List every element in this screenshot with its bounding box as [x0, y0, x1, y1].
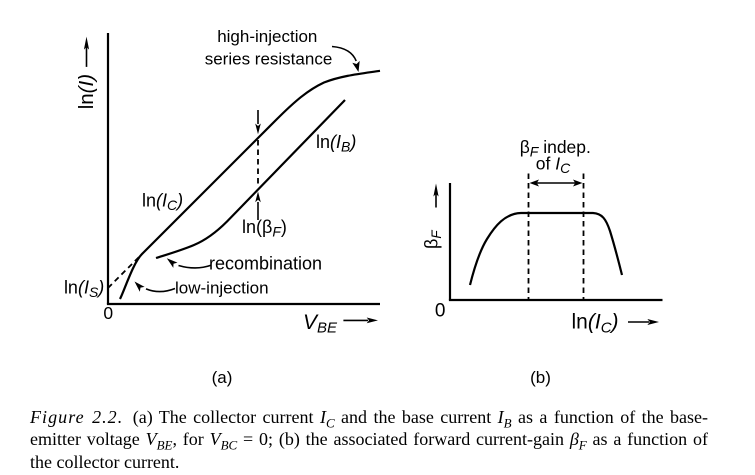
svg-text:(a): (a)	[212, 368, 233, 387]
svg-text:ln(I): ln(I)	[75, 74, 98, 109]
svg-text:βF: βF	[422, 230, 445, 249]
svg-text:ln(IS): ln(IS)	[64, 278, 104, 301]
svg-text:(b): (b)	[530, 368, 551, 387]
svg-text:ln(βF): ln(βF)	[242, 217, 287, 240]
svg-text:recombination: recombination	[209, 254, 322, 274]
svg-text:VBE: VBE	[303, 311, 338, 337]
svg-text:ln(IB): ln(IB)	[316, 132, 356, 155]
svg-text:ln(IC): ln(IC)	[142, 191, 183, 214]
svg-text:βF indep.: βF indep.	[520, 137, 591, 160]
svg-text:low-injection: low-injection	[175, 278, 269, 297]
svg-text:ln(IC): ln(IC)	[572, 311, 619, 337]
svg-text:series resistance: series resistance	[205, 50, 333, 69]
svg-text:high-injection: high-injection	[217, 27, 317, 46]
svg-text:0: 0	[103, 303, 113, 323]
svg-text:of IC: of IC	[536, 154, 571, 177]
svg-text:0: 0	[435, 301, 446, 322]
